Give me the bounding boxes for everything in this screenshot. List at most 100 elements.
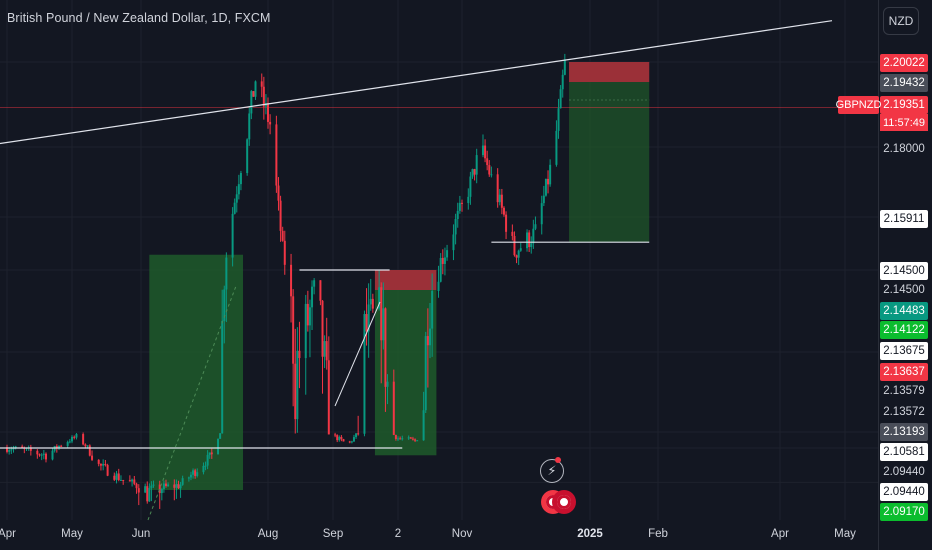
- candle-body: [304, 303, 307, 359]
- candle-body: [66, 442, 69, 446]
- candle-body: [484, 145, 487, 159]
- candle-body: [38, 454, 41, 456]
- candle-body: [378, 287, 381, 309]
- candle-body: [437, 281, 440, 291]
- candle-body: [137, 488, 140, 493]
- candle-body: [233, 202, 236, 214]
- currency-button[interactable]: NZD: [883, 7, 919, 35]
- candle-body: [281, 230, 284, 241]
- candle-body: [260, 81, 263, 87]
- candle-body: [528, 232, 531, 248]
- candle-body: [431, 290, 434, 329]
- candle-body: [71, 436, 73, 442]
- candle-body: [144, 486, 147, 493]
- price-label: 2.13193: [880, 423, 928, 441]
- candle-body: [208, 452, 211, 455]
- candle-body: [471, 169, 474, 177]
- candle-body: [336, 435, 339, 441]
- time-label: May: [834, 528, 856, 540]
- candle-body: [458, 202, 461, 211]
- candle-body: [382, 308, 385, 341]
- candle-body: [51, 450, 54, 460]
- candle-body: [152, 484, 155, 486]
- candle-body: [158, 484, 161, 494]
- candle-body: [325, 341, 328, 361]
- candle-body: [534, 224, 537, 229]
- candle-body: [542, 195, 545, 204]
- current-price-label: 2.19351: [880, 96, 928, 114]
- candle-body: [411, 438, 414, 440]
- candle-body: [29, 447, 32, 451]
- candle-body: [481, 145, 484, 156]
- candle-body: [446, 250, 449, 258]
- candle-body: [179, 484, 182, 489]
- lightning-icon[interactable]: ⚡: [540, 459, 564, 483]
- candle-body: [86, 445, 89, 447]
- candle-body: [217, 438, 220, 455]
- candle-body: [424, 336, 427, 411]
- candle-body: [380, 287, 383, 341]
- chart-title: British Pound / New Zealand Dollar, 1D, …: [7, 11, 271, 25]
- candle-body: [128, 480, 131, 482]
- candle-body: [319, 280, 322, 301]
- candle-body: [515, 255, 518, 258]
- candle-body: [196, 472, 199, 476]
- candle-body: [397, 438, 399, 440]
- candle-body: [342, 439, 345, 442]
- candle-body: [148, 488, 151, 502]
- candle-body: [104, 463, 107, 466]
- candle-body: [540, 203, 543, 225]
- candle-body: [488, 165, 491, 175]
- price-label: 2.14483: [880, 302, 928, 320]
- candle-body: [290, 264, 293, 297]
- candle-body: [422, 410, 425, 441]
- candle-body: [40, 454, 43, 456]
- candle-body: [231, 213, 234, 258]
- candle-body: [452, 234, 455, 251]
- candle-body: [441, 257, 444, 264]
- notification-dot: [555, 457, 561, 463]
- candle-body: [475, 155, 478, 175]
- candle-body: [549, 164, 552, 185]
- candle-body: [221, 320, 224, 434]
- candle-body: [192, 470, 195, 475]
- candle-body: [131, 479, 134, 482]
- candle-body: [557, 108, 560, 131]
- price-label: 2.13675: [880, 342, 928, 360]
- candle-body: [177, 484, 180, 489]
- candle-body: [14, 446, 17, 448]
- price-label: 2.09170: [880, 503, 928, 521]
- candle-body: [386, 381, 389, 387]
- candle-body: [113, 475, 116, 480]
- candle-body: [202, 465, 205, 473]
- candle-body: [409, 437, 412, 439]
- candle-body: [187, 477, 190, 479]
- time-label: Apr: [0, 528, 16, 540]
- price-label: 2.13579: [880, 382, 928, 400]
- candle-body: [369, 298, 372, 305]
- time-label: 2: [394, 528, 402, 540]
- bar-countdown: 11:57:49: [880, 114, 928, 131]
- price-label: 2.14500: [880, 262, 928, 280]
- candle-body: [269, 121, 272, 125]
- candle-body: [122, 479, 125, 481]
- candle-body: [262, 86, 265, 107]
- price-label: 2.18000: [880, 140, 928, 158]
- candle-body: [544, 178, 547, 196]
- price-label: 2.13637: [880, 363, 928, 381]
- candle-body: [115, 473, 118, 480]
- nzd-flag-icon[interactable]: [552, 490, 576, 514]
- candle-body: [55, 446, 58, 448]
- candle-body: [162, 483, 165, 489]
- candle-body: [8, 450, 11, 452]
- candle-body: [248, 113, 251, 140]
- candle-body: [467, 196, 470, 204]
- candle-body: [502, 207, 505, 215]
- candle-body: [363, 314, 366, 434]
- candle-body: [416, 440, 419, 442]
- candle-body: [559, 89, 562, 109]
- candle-body: [292, 296, 295, 364]
- candle-body: [365, 314, 368, 332]
